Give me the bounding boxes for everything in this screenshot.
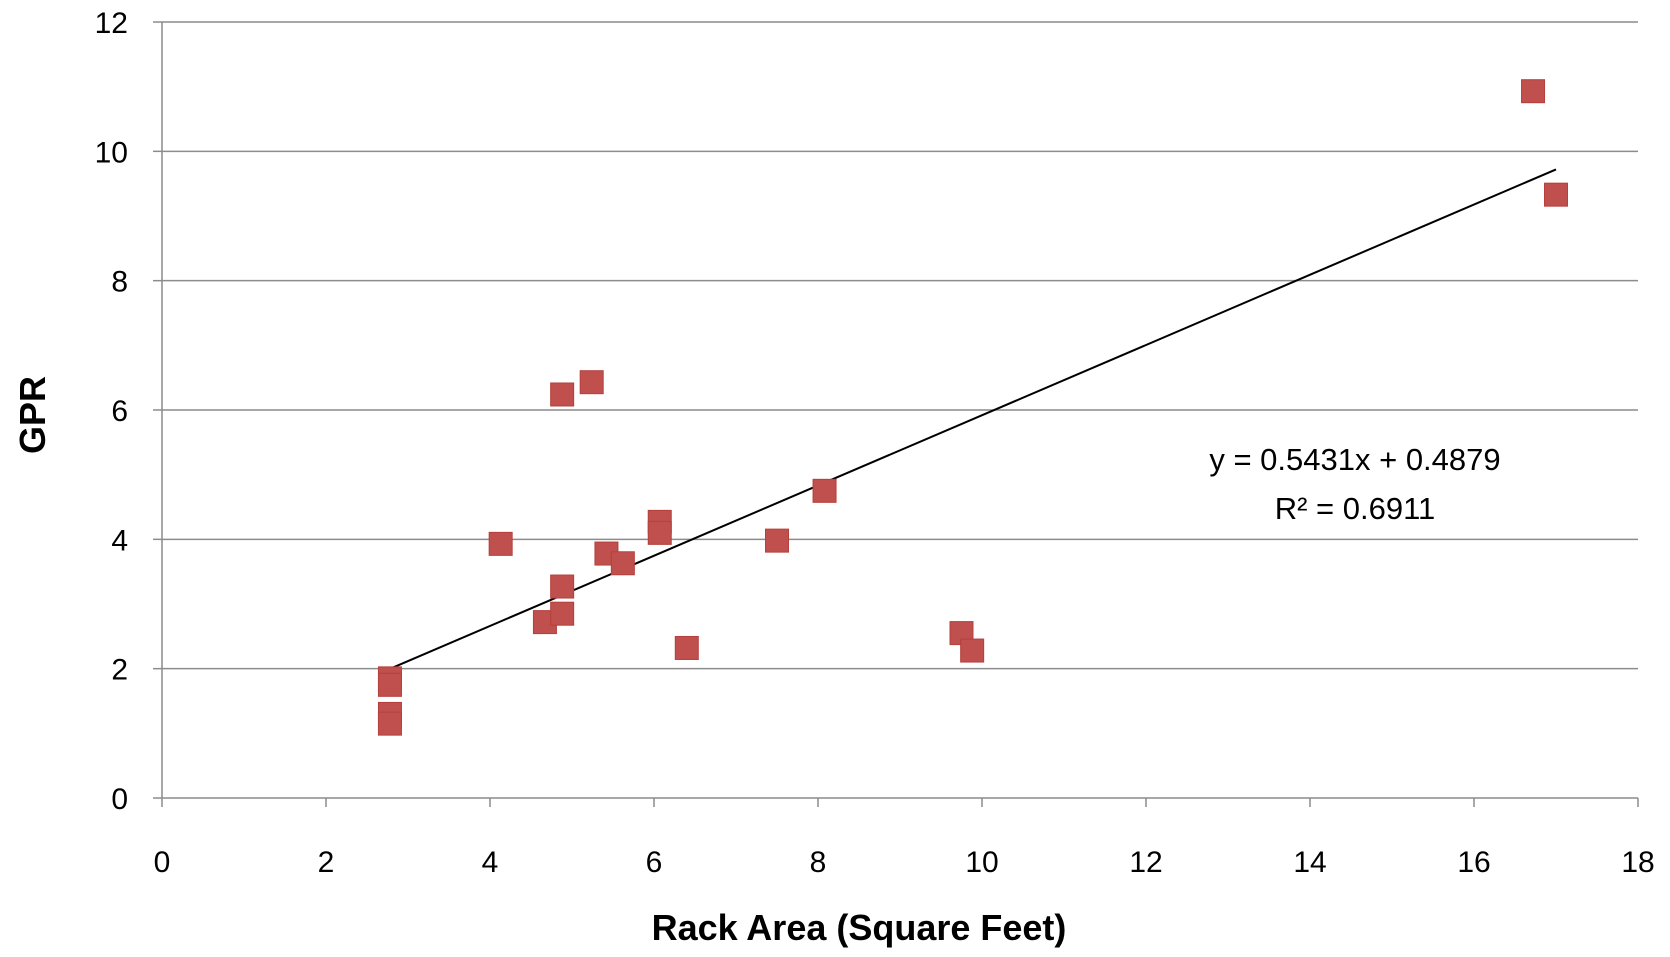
trendline-equation: y = 0.5431x + 0.4879 xyxy=(1209,442,1500,477)
x-axis-title: Rack Area (Square Feet) xyxy=(652,907,1067,948)
x-tick-label: 16 xyxy=(1457,846,1490,879)
y-tick-label: 2 xyxy=(111,654,128,687)
y-axis-ticks: 0 2 4 6 8 10 12 xyxy=(95,7,162,816)
data-points xyxy=(377,79,1568,736)
data-point xyxy=(1521,79,1546,104)
data-point xyxy=(550,382,575,407)
data-point xyxy=(579,370,604,395)
data-point xyxy=(610,551,635,576)
data-point xyxy=(812,478,837,503)
data-point xyxy=(377,711,402,736)
x-tick-label: 10 xyxy=(965,846,998,879)
y-tick-label: 6 xyxy=(111,395,128,428)
gridlines xyxy=(162,21,1638,670)
x-tick-label: 8 xyxy=(810,846,827,879)
x-axis-ticks: 0 2 4 6 8 10 12 14 16 18 xyxy=(154,798,1655,879)
trendline xyxy=(389,168,1557,670)
x-tick-label: 14 xyxy=(1293,846,1326,879)
data-point xyxy=(647,520,672,545)
data-point xyxy=(1544,182,1568,207)
data-point xyxy=(765,528,789,553)
r-squared-label: R² = 0.6911 xyxy=(1275,491,1436,526)
x-tick-label: 12 xyxy=(1129,846,1162,879)
trendline-group xyxy=(389,168,1557,670)
data-point xyxy=(960,638,985,663)
x-tick-label: 6 xyxy=(646,846,663,879)
y-tick-label: 0 xyxy=(111,783,128,816)
y-axis-title: GPR xyxy=(12,376,53,454)
data-point xyxy=(550,601,575,626)
y-tick-label: 10 xyxy=(95,136,128,169)
x-tick-label: 18 xyxy=(1621,846,1654,879)
x-tick-label: 2 xyxy=(318,846,335,879)
y-tick-label: 8 xyxy=(111,266,128,299)
x-tick-label: 4 xyxy=(482,846,499,879)
data-point xyxy=(550,574,575,599)
y-tick-label: 12 xyxy=(95,7,128,40)
x-tick-label: 0 xyxy=(154,846,171,879)
data-point xyxy=(377,672,402,697)
data-point xyxy=(488,531,513,556)
y-tick-label: 4 xyxy=(111,524,128,557)
data-point xyxy=(674,635,699,660)
